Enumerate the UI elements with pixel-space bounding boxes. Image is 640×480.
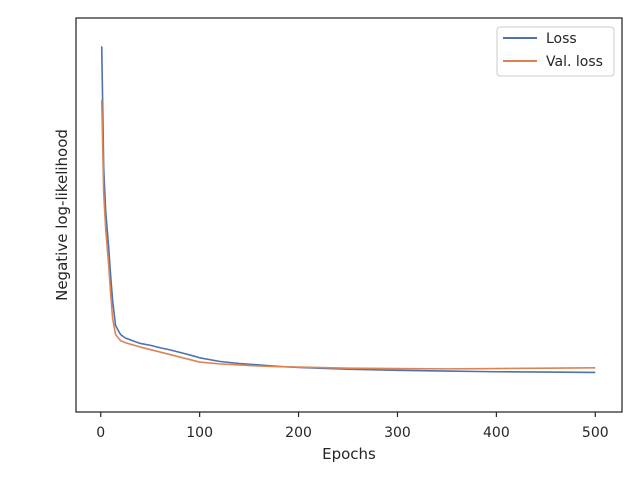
series-line-loss xyxy=(100,46,596,374)
series-line-val-loss xyxy=(100,100,596,370)
x-tick-label: 300 xyxy=(384,425,411,441)
legend-label-loss: Loss xyxy=(546,31,577,47)
legend: Loss Val. loss xyxy=(496,26,615,77)
x-tick-label: 400 xyxy=(483,425,510,441)
plot-frame xyxy=(75,17,623,413)
legend-box xyxy=(496,26,615,77)
y-axis-label: Negative log-likelihood xyxy=(53,129,71,301)
x-tick-label: 200 xyxy=(285,425,312,441)
legend-label-val-loss: Val. loss xyxy=(546,54,603,70)
x-tick-label: 0 xyxy=(96,425,105,441)
x-tick-label: 500 xyxy=(582,425,609,441)
x-tick-label: 100 xyxy=(186,425,213,441)
series-lines xyxy=(100,46,596,374)
x-axis-ticks: 0 100 200 300 400 500 xyxy=(96,412,609,441)
x-axis-label: Epochs xyxy=(322,445,376,463)
